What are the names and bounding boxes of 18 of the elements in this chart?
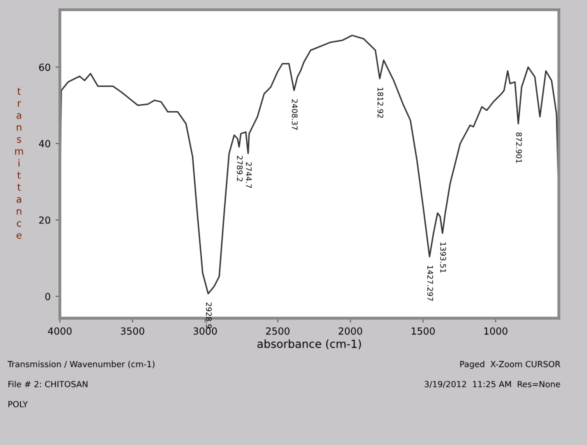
x-tick-label: 3500 bbox=[120, 327, 144, 335]
text: transmittance bbox=[15, 88, 23, 239]
x-axis-title: absorbance (cm-1) bbox=[257, 339, 361, 350]
text: Paged X-Zoom CURSOR bbox=[460, 360, 560, 369]
text: File # 2: CHITOSAN bbox=[8, 380, 88, 388]
x-tick-label: 2000 bbox=[338, 327, 362, 335]
x-tick-label: 1000 bbox=[484, 327, 508, 335]
x-tick-label: 1500 bbox=[412, 327, 435, 335]
x-tick-label: 4000 bbox=[48, 327, 72, 335]
y-tick-label: 60 bbox=[39, 64, 50, 71]
y-tick-label: 0 bbox=[45, 292, 50, 300]
text: POLY bbox=[8, 400, 28, 408]
y-tick-label: 20 bbox=[39, 216, 50, 224]
x-tick-label: 3000 bbox=[194, 327, 217, 335]
x-tick-label: 2500 bbox=[266, 327, 290, 335]
text: Transmission / Wavenumber (cm-1) bbox=[8, 360, 154, 368]
y-tick-label: 40 bbox=[38, 140, 50, 148]
text: 3/19/2012 11:25 AM Res=None bbox=[424, 380, 560, 388]
